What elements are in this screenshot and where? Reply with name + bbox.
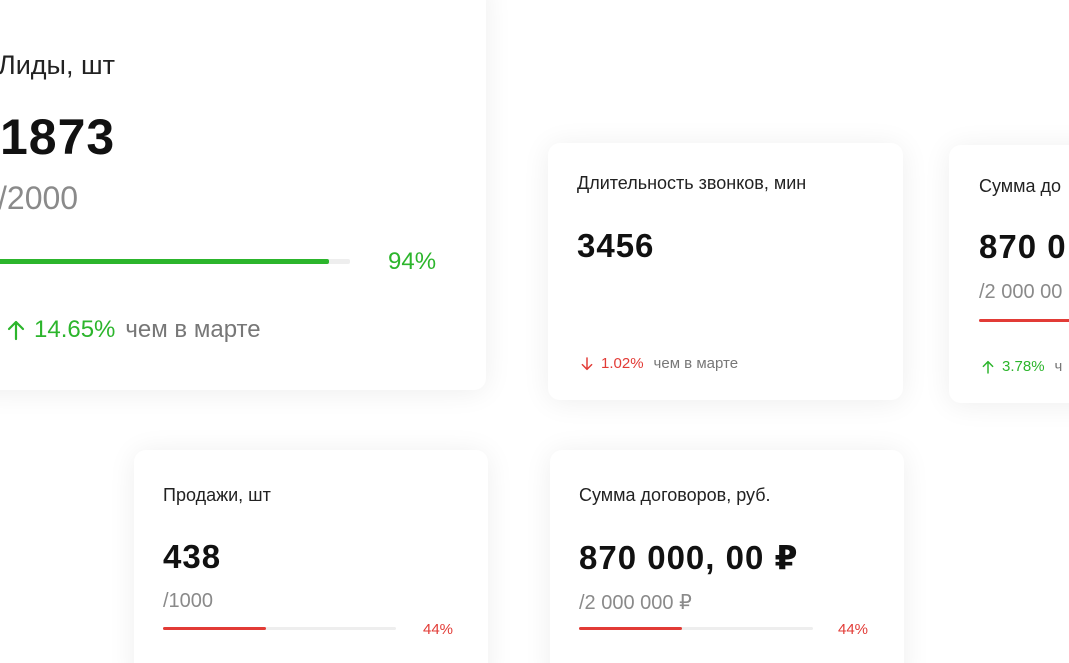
progress-bar-fill [163, 627, 266, 630]
arrow-up-icon [980, 359, 996, 375]
kpi-card-leads[interactable]: Лиды, шт 1873 /2000 94% 14.65% чем в мар… [0, 0, 486, 390]
card-title: Сумма договоров, руб. [579, 485, 771, 505]
kpi-card-call-duration[interactable]: Длительность звонков, мин 3456 1.02% чем… [548, 143, 903, 400]
card-value: 438 [163, 538, 222, 575]
delta-comparison: чем в марте [653, 355, 739, 372]
delta-indicator: 14.65% чем в марте [4, 316, 261, 344]
progress-percent: 44% [423, 621, 454, 638]
kpi-card-sales[interactable]: Продажи, шт 438 /1000 44% [134, 450, 488, 663]
progress-bar [163, 627, 396, 630]
card-target: /2 000 000 ₽ [579, 592, 692, 614]
arrow-up-icon [4, 318, 28, 342]
card-target: /2 000 00 [979, 281, 1063, 303]
progress-bar [579, 627, 813, 630]
progress-percent: 94% [388, 248, 437, 275]
delta-value: 1.02% [601, 355, 644, 372]
card-title: Длительность звонков, мин [577, 173, 807, 193]
delta-comparison: ч [1054, 358, 1063, 375]
card-title: Лиды, шт [0, 50, 115, 80]
card-target: /2000 [0, 180, 79, 216]
progress-bar [979, 319, 1069, 322]
delta-value: 14.65% [34, 316, 116, 343]
delta-value: 3.78% [1002, 358, 1045, 375]
card-value: 870 000, 00 ₽ [579, 539, 799, 576]
kpi-card-contracts-sum-partial[interactable]: Сумма до 870 0 /2 000 00 3.78% ч [949, 145, 1069, 403]
card-title: Сумма до [979, 176, 1062, 196]
progress-bar-fill [979, 319, 1069, 322]
progress-percent: 44% [838, 621, 869, 638]
card-value: 1873 [0, 109, 116, 165]
kpi-card-contracts-sum[interactable]: Сумма договоров, руб. 870 000, 00 ₽ /2 0… [550, 450, 904, 663]
progress-bar [0, 259, 350, 264]
progress-bar-fill [579, 627, 682, 630]
arrow-down-icon [579, 356, 595, 372]
delta-indicator: 1.02% чем в марте [579, 355, 738, 372]
card-title: Продажи, шт [163, 485, 271, 505]
card-target: /1000 [163, 590, 214, 612]
card-value: 3456 [577, 227, 655, 264]
card-value: 870 0 [979, 228, 1067, 265]
progress-bar-fill [0, 259, 329, 264]
delta-comparison: чем в марте [125, 316, 261, 343]
delta-indicator: 3.78% ч [980, 358, 1062, 375]
